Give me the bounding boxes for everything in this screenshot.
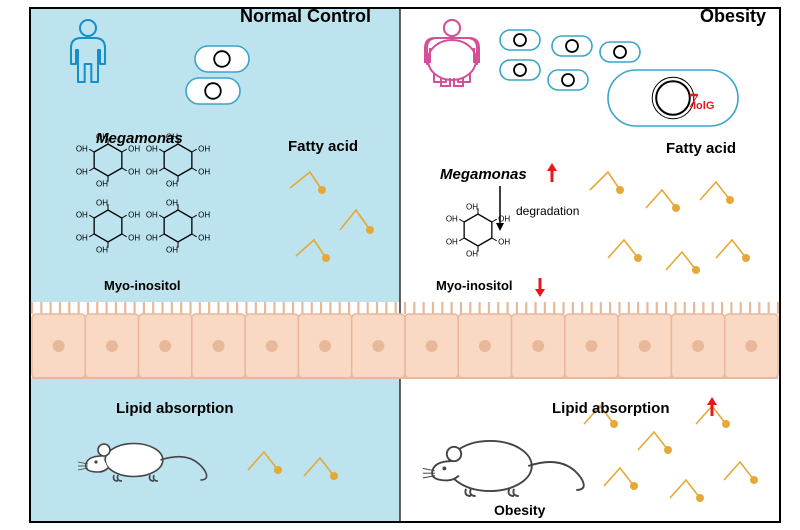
fatty-acid-label-obesity: Fatty acid — [666, 140, 736, 157]
diagram-svg: OH OH OH OH OH OH OH OH OH OH OH OH OH OH OH OH OH OH OH OH… — [0, 0, 800, 530]
svg-text:OH: OH — [96, 199, 108, 208]
svg-text:OH: OH — [76, 144, 88, 153]
megamonas-label-obesity: Megamonas — [440, 166, 527, 183]
svg-text:OH: OH — [166, 199, 178, 208]
svg-text:OH: OH — [446, 214, 458, 223]
obesity-mouse-label: Obesity — [494, 502, 545, 518]
myo-inositol-label-obesity: Myo-inositol — [436, 278, 513, 293]
svg-text:OH: OH — [146, 234, 158, 243]
svg-text:OH: OH — [466, 249, 478, 258]
megamonas-label-control: Megamonas — [96, 130, 183, 147]
svg-text:OH: OH — [198, 168, 210, 177]
title-obesity: Obesity — [700, 6, 766, 27]
svg-text:OH: OH — [76, 234, 88, 243]
title-normal: Normal Control — [240, 6, 371, 27]
svg-text:OH: OH — [198, 234, 210, 243]
lipid-absorption-obesity: Lipid absorption — [552, 400, 670, 417]
lipid-absorption-control: Lipid absorption — [116, 400, 234, 417]
svg-text:OH: OH — [166, 179, 178, 188]
svg-text:OH: OH — [96, 245, 108, 254]
svg-text:OH: OH — [446, 238, 458, 247]
myo-inositol-label-control: Myo-inositol — [104, 278, 181, 293]
fatty-acid-label-control: Fatty acid — [288, 138, 358, 155]
iolg-label: IolG — [693, 100, 714, 112]
svg-text:OH: OH — [128, 168, 140, 177]
svg-text:OH: OH — [76, 210, 88, 219]
svg-text:OH: OH — [128, 210, 140, 219]
svg-text:OH: OH — [96, 179, 108, 188]
svg-text:OH: OH — [498, 238, 510, 247]
svg-text:OH: OH — [76, 168, 88, 177]
svg-text:OH: OH — [198, 210, 210, 219]
degradation-label: degradation — [516, 204, 579, 218]
svg-text:OH: OH — [166, 245, 178, 254]
svg-text:OH: OH — [128, 234, 140, 243]
svg-text:OH: OH — [466, 203, 478, 212]
svg-text:OH: OH — [146, 168, 158, 177]
diagram-root: OH OH OH OH OH OH OH OH OH OH OH OH OH OH OH OH OH OH OH OH… — [0, 0, 800, 530]
svg-text:OH: OH — [198, 144, 210, 153]
svg-text:OH: OH — [146, 210, 158, 219]
